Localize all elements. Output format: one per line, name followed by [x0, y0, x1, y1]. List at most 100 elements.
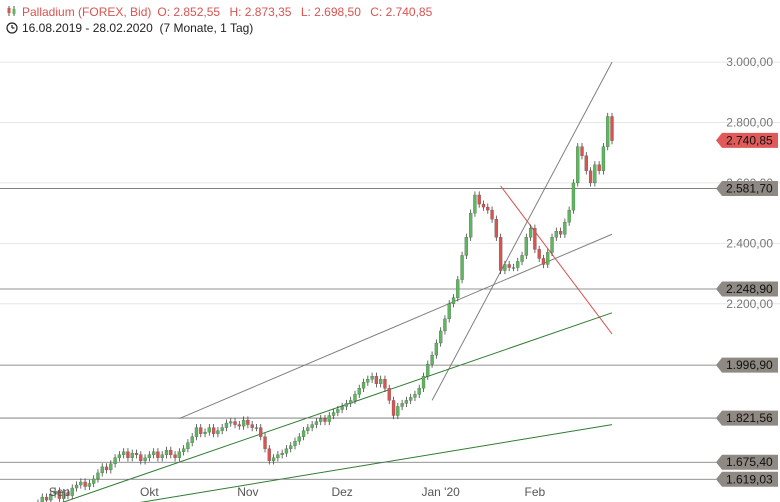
candle-body	[554, 231, 558, 238]
candle-body	[349, 400, 353, 404]
candle-body	[528, 228, 533, 238]
candle-body	[53, 490, 57, 495]
candle-body	[439, 330, 443, 344]
candle-body	[310, 424, 314, 428]
candle-body	[558, 231, 563, 235]
candle-body	[421, 376, 426, 389]
candle-body	[173, 454, 177, 458]
candle-body	[92, 478, 96, 484]
candle-body	[44, 496, 49, 501]
candle-body	[468, 212, 473, 238]
candle-body	[541, 258, 546, 265]
clock-icon	[6, 22, 18, 34]
candle-body	[284, 448, 289, 454]
candle-body	[584, 155, 588, 171]
candle-body	[66, 492, 70, 496]
candle-body	[96, 472, 100, 480]
candle-body	[597, 164, 601, 171]
candle-body	[426, 364, 430, 377]
candle-body	[593, 164, 597, 184]
instrument-title: Palladium (FOREX, Bid)	[22, 5, 152, 19]
candle-body	[263, 436, 267, 449]
candle-body	[70, 487, 74, 496]
candle-body	[580, 146, 584, 156]
candle-body	[473, 194, 477, 214]
candle-body	[181, 448, 186, 452]
candle-body	[537, 249, 541, 259]
candle-body	[503, 264, 507, 271]
candle-body	[520, 255, 524, 262]
candle-body	[126, 451, 130, 458]
high-value: H: 2.873,35	[229, 5, 292, 19]
y-tick-label: 2.400,00	[726, 236, 773, 250]
candle-body	[344, 403, 349, 407]
candle-body	[391, 400, 396, 416]
candle-body	[87, 483, 92, 487]
x-tick-label: Jan '20	[421, 485, 460, 499]
candle-body	[147, 454, 152, 458]
candle-body	[139, 454, 143, 461]
candle-body	[246, 419, 250, 425]
y-tick-label: 2.200,00	[726, 297, 773, 311]
candle-body	[254, 427, 259, 429]
date-range-line: 16.08.2019 - 28.02.2020 (7 Monate, 1 Tag…	[6, 21, 253, 35]
candle-body	[588, 170, 593, 184]
candle-body	[563, 222, 567, 235]
candle-body	[610, 116, 614, 141]
candle-body	[100, 466, 104, 474]
candle-body	[164, 450, 169, 455]
price-tag	[716, 454, 778, 470]
price-tag-label: 1.821,56	[726, 411, 773, 425]
candle-body	[413, 394, 417, 398]
candle-body	[276, 454, 280, 458]
candle-body	[151, 451, 156, 455]
x-tick-label: Dez	[331, 485, 352, 499]
candle-body	[57, 490, 62, 499]
candle-body	[113, 457, 117, 465]
price-tag	[716, 132, 778, 148]
open-value: O: 2.852,55	[157, 5, 221, 19]
low-value: L: 2.698,50	[300, 5, 361, 19]
price-tag	[716, 281, 778, 297]
candle-body	[297, 436, 301, 442]
candle-body	[79, 481, 83, 486]
candle-body	[430, 354, 434, 365]
candle-body	[207, 427, 211, 433]
candle-body	[293, 441, 297, 446]
candle-body	[327, 415, 331, 422]
price-tag-label: 2.581,70	[726, 181, 773, 195]
chart-header: Palladium (FOREX, Bid) O: 2.852,55 H: 2.8…	[0, 0, 780, 40]
candle-body	[134, 453, 139, 455]
candle-body	[494, 219, 498, 238]
candlestick-icon	[7, 6, 16, 16]
candle-body	[567, 209, 571, 223]
candle-body	[404, 400, 409, 404]
price-tag-label: 2.248,90	[726, 282, 773, 296]
candle-body	[177, 451, 181, 458]
price-tag-label: 2.740,85	[726, 133, 773, 147]
candle-body	[383, 379, 387, 389]
candle-body	[186, 442, 190, 449]
candle-body	[280, 453, 284, 455]
x-tick-label: Nov	[237, 485, 258, 499]
candle-body	[233, 421, 237, 425]
candle-body	[374, 376, 379, 384]
candle-body	[379, 379, 383, 384]
candle-body	[203, 431, 207, 434]
y-tick-label: 2.800,00	[726, 116, 773, 130]
candle-body	[199, 427, 203, 434]
candle-body	[241, 419, 246, 427]
candle-body	[486, 206, 490, 211]
candle-body	[511, 267, 516, 269]
price-tag-label: 1.996,90	[726, 358, 773, 372]
price-tag	[716, 180, 778, 196]
candle-body	[447, 303, 451, 320]
candle-body	[211, 427, 216, 434]
trend-line	[431, 61, 613, 401]
x-tick-label: Sep	[49, 485, 71, 499]
candle-body	[109, 463, 113, 471]
candle-body	[323, 418, 327, 422]
candle-body	[259, 427, 263, 437]
price-tag-label: 1.675,40	[726, 455, 773, 469]
y-tick-label: 3.000,00	[726, 55, 773, 69]
